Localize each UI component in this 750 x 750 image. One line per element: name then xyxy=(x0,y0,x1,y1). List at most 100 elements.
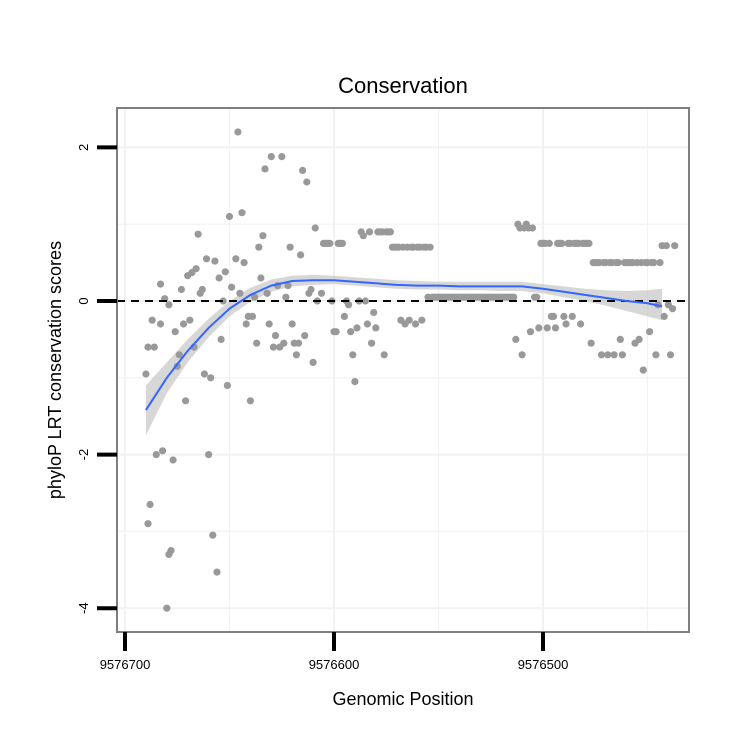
x-tick-label: 9576700 xyxy=(100,657,151,672)
data-point xyxy=(240,259,248,267)
data-point xyxy=(257,274,265,282)
data-point xyxy=(311,224,319,232)
data-point xyxy=(359,232,367,240)
data-point xyxy=(650,259,658,267)
data-point xyxy=(345,301,353,309)
data-point xyxy=(253,339,261,347)
data-point xyxy=(568,312,576,320)
data-point xyxy=(148,316,156,324)
data-point xyxy=(351,378,359,386)
data-point xyxy=(146,500,154,509)
data-point xyxy=(248,312,257,320)
data-point xyxy=(215,274,223,282)
data-point xyxy=(238,209,246,217)
data-point xyxy=(660,312,668,320)
data-point xyxy=(587,339,595,347)
data-point xyxy=(370,308,378,317)
data-point xyxy=(635,335,643,343)
data-point xyxy=(562,320,570,328)
data-point xyxy=(209,531,217,539)
data-point xyxy=(349,351,357,359)
data-point xyxy=(411,320,420,328)
data-point xyxy=(618,351,627,359)
data-point xyxy=(221,268,229,276)
data-point xyxy=(666,351,675,359)
data-point xyxy=(365,228,374,236)
data-point xyxy=(236,289,244,297)
data-point xyxy=(361,297,369,305)
data-point xyxy=(639,366,647,374)
data-point xyxy=(526,328,535,336)
data-point xyxy=(317,289,326,297)
data-point xyxy=(669,305,677,313)
x-tick-label: 9576500 xyxy=(518,657,569,672)
data-point xyxy=(144,343,152,351)
data-point xyxy=(652,351,660,359)
data-point xyxy=(309,358,317,366)
data-point xyxy=(294,339,303,347)
data-point xyxy=(426,243,434,251)
data-point xyxy=(269,343,277,351)
data-point xyxy=(535,324,543,332)
plot-area xyxy=(116,107,690,633)
data-point xyxy=(167,547,175,555)
data-point xyxy=(372,324,380,332)
y-tick-label: -4 xyxy=(76,602,91,614)
y-tick-label: 0 xyxy=(76,297,91,304)
data-point xyxy=(549,312,558,320)
data-point xyxy=(518,351,526,359)
data-point xyxy=(192,265,200,273)
data-point xyxy=(267,153,275,161)
data-point xyxy=(288,320,296,328)
data-point xyxy=(169,456,177,464)
y-tick-label: -2 xyxy=(76,449,91,461)
data-point xyxy=(280,339,288,347)
data-point xyxy=(152,451,160,459)
data-point xyxy=(405,316,413,324)
data-point xyxy=(545,239,553,247)
data-point xyxy=(255,243,263,251)
data-point xyxy=(332,328,340,336)
data-point xyxy=(175,351,183,359)
data-point xyxy=(278,153,286,161)
smooth-line xyxy=(145,279,663,411)
data-point xyxy=(299,166,307,174)
data-point xyxy=(510,293,518,301)
data-point xyxy=(347,328,355,336)
data-point xyxy=(380,351,388,359)
data-point xyxy=(363,320,371,328)
data-point xyxy=(662,242,670,250)
data-point xyxy=(671,242,679,250)
data-point xyxy=(213,568,221,576)
data-point xyxy=(558,239,566,247)
data-point xyxy=(242,320,250,328)
data-point xyxy=(251,293,259,301)
y-tick-label: 2 xyxy=(76,144,91,151)
data-point xyxy=(307,285,315,294)
data-point xyxy=(198,285,206,294)
y-axis-title: phyloP LRT conservation scores xyxy=(45,241,65,499)
data-point xyxy=(186,316,194,324)
data-point xyxy=(533,293,541,301)
data-point xyxy=(165,301,173,309)
data-point xyxy=(551,324,560,332)
data-point xyxy=(263,289,271,297)
data-point xyxy=(207,374,215,382)
data-point xyxy=(200,370,208,378)
data-point xyxy=(144,520,152,528)
data-point xyxy=(179,320,188,328)
data-point xyxy=(284,282,292,290)
data-point xyxy=(228,283,236,291)
data-point xyxy=(223,381,231,390)
data-point xyxy=(219,297,227,305)
data-point xyxy=(211,257,219,265)
data-point xyxy=(225,212,234,221)
data-point xyxy=(604,351,612,359)
data-point xyxy=(246,397,254,405)
data-point xyxy=(292,351,300,359)
data-point xyxy=(282,293,290,301)
data-point xyxy=(614,259,622,267)
data-point xyxy=(528,224,537,232)
data-point xyxy=(597,351,606,359)
